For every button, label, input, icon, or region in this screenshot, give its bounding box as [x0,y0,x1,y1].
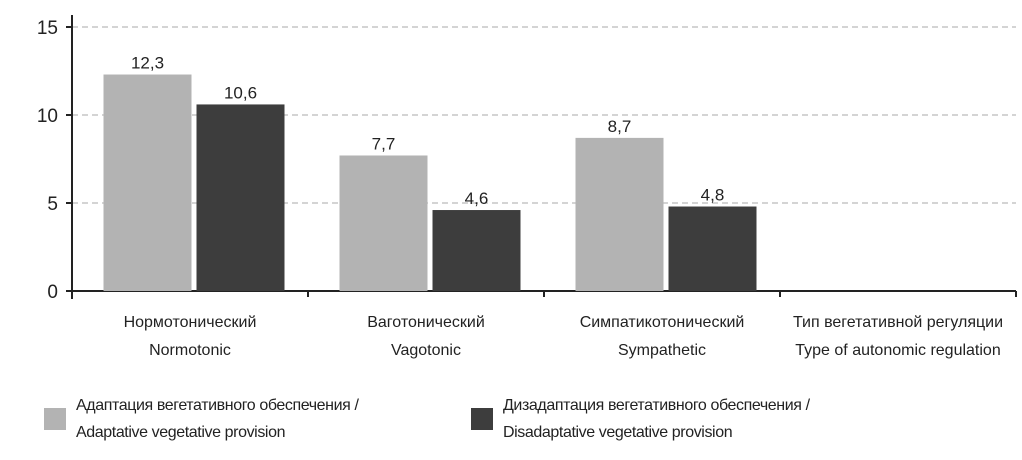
y-tick-label: 5 [47,194,58,215]
y-tick-label: 10 [37,106,58,127]
data-label: 12,3 [131,54,164,73]
bar [432,210,521,291]
legend-swatch [471,408,493,430]
data-label: 4,6 [465,189,489,208]
data-label: 4,8 [701,186,725,205]
bar [196,104,285,291]
legend-swatch [44,408,66,430]
bar [339,155,428,291]
legend-label-line1: Дизадаптация вегетативного обеспечения / [503,397,810,414]
legend-label-line2: Disadaptative vegetative provision [503,424,733,441]
bar [575,137,664,291]
data-label: 7,7 [372,134,396,153]
category-label-en: Sympathetic [618,342,706,359]
category-label-en: Normotonic [149,342,231,359]
y-tick-label: 0 [47,282,58,303]
axis-title-en: Type of autonomic regulation [795,342,1000,359]
category-label-en: Vagotonic [391,342,461,359]
data-label: 10,6 [224,83,257,102]
legend-item-disadaptation: Дизадаптация вегетативного обеспечения /… [471,392,810,446]
category-label-ru: Нормотонический [124,314,257,331]
bar [103,74,192,292]
category-label-ru: Симпатикотонический [580,314,745,331]
data-label: 8,7 [608,117,632,136]
y-tick-label: 15 [37,18,58,39]
legend-item-adaptation: Адаптация вегетативного обеспечения / Ada… [44,392,359,446]
legend-label-line2: Adaptative vegetative provision [76,424,286,441]
category-label-ru: Ваготонический [367,314,485,331]
bar [668,206,757,291]
bar-chart: 0 5 10 15 12,3 10,6 Нормотонический Normotonic 7… [37,15,1017,359]
axis-title-ru: Тип вегетативной регуляции [793,314,1003,331]
legend-label-line1: Адаптация вегетативного обеспечения / [76,397,359,414]
